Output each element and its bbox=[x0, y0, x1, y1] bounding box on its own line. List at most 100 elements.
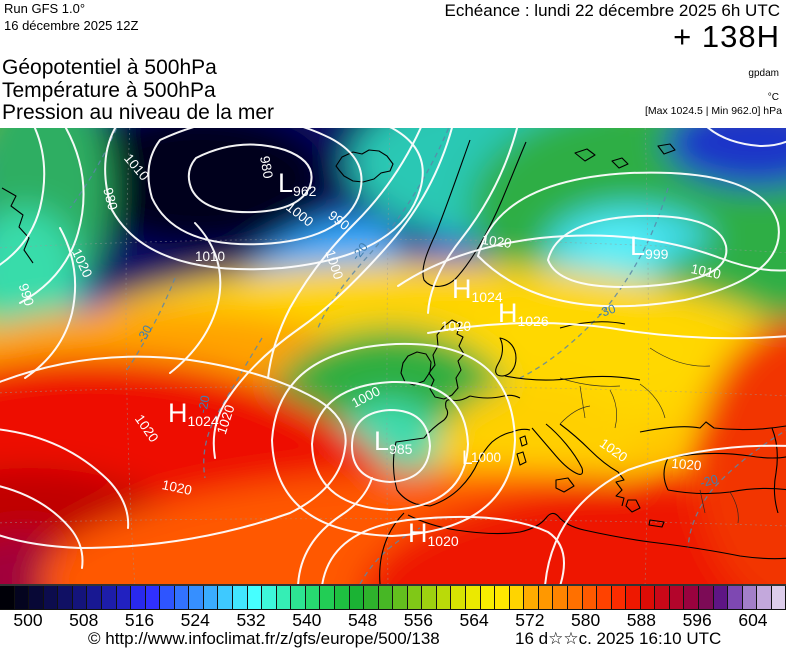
colorbar-cell bbox=[480, 586, 496, 610]
colorbar-cell bbox=[407, 586, 423, 610]
colorbar-cell bbox=[567, 586, 583, 610]
colorbar-cell bbox=[305, 586, 321, 610]
colorbar-tick: 588 bbox=[626, 610, 657, 630]
colorbar-cell bbox=[436, 586, 452, 610]
param-geopotential: Géopotentiel à 500hPa bbox=[2, 56, 217, 79]
isobar-value-label: 1010 bbox=[195, 249, 225, 264]
colorbar-tick: 500 bbox=[13, 610, 43, 630]
colorbar-tick: 564 bbox=[459, 610, 489, 630]
pressure-center-label: H1024 bbox=[168, 398, 219, 429]
colorbar-cell bbox=[699, 586, 714, 610]
colorbar-cell bbox=[14, 586, 30, 610]
colorbar-cell bbox=[218, 586, 233, 610]
colorbar-cell bbox=[247, 586, 263, 610]
colorbar-tick: 516 bbox=[124, 610, 155, 630]
isobar-value-label: 980 bbox=[257, 155, 276, 180]
colorbar-tick: 532 bbox=[236, 610, 266, 630]
colorbar-cell bbox=[349, 586, 365, 610]
colorbar-tick: 556 bbox=[403, 610, 433, 630]
isotherm-value-label: -20 bbox=[196, 394, 213, 414]
pressure-center-label: L962 bbox=[278, 168, 317, 199]
param-temperature: Température à 500hPa bbox=[2, 78, 216, 102]
colorbar-cell bbox=[757, 586, 772, 610]
colorbar-cell bbox=[58, 586, 73, 610]
colorbar-cell bbox=[495, 586, 510, 610]
colorbar-tick: 540 bbox=[292, 610, 322, 630]
colorbar-tick: 596 bbox=[682, 610, 712, 630]
colorbar-cell bbox=[116, 586, 132, 610]
colorbar-cell bbox=[524, 586, 539, 610]
colorbar-cell bbox=[43, 586, 59, 610]
pressure-center-label: L999 bbox=[630, 231, 669, 262]
colorbar-cell bbox=[145, 586, 161, 610]
colorbar-cell bbox=[72, 586, 88, 610]
colorbar-cell bbox=[262, 586, 277, 610]
colorbar-cell bbox=[553, 586, 568, 610]
param-mslp: Pression au niveau de la mer bbox=[2, 101, 274, 125]
parameter-list: Géopotentiel à 500hPa Température à 500h… bbox=[2, 56, 274, 125]
colorbar-cell bbox=[131, 586, 146, 610]
colorbar-cell bbox=[655, 586, 670, 610]
run-date: 16 décembre 2025 12Z bbox=[4, 17, 139, 33]
run-model: Run GFS 1.0° bbox=[4, 1, 86, 16]
colorbar-cell bbox=[422, 586, 437, 610]
colorbar-tick: 580 bbox=[571, 610, 601, 630]
colorbar-cell bbox=[640, 586, 656, 610]
pressure-center-label: L bbox=[462, 448, 473, 469]
source-url: © http://www.infoclimat.fr/z/gfs/europe/… bbox=[88, 629, 440, 648]
colorbar-cell bbox=[320, 586, 335, 610]
colorbar-cell bbox=[509, 586, 525, 610]
colorbar-cell bbox=[233, 586, 248, 610]
colorbar-cell bbox=[393, 586, 408, 610]
colorbar-cell bbox=[597, 586, 612, 610]
isotherms bbox=[69, 128, 786, 584]
isotherm-value-label: -20 bbox=[698, 472, 719, 490]
pressure-center-label: H1020 bbox=[408, 518, 459, 549]
isobar-value-label: 1020 bbox=[671, 456, 702, 474]
colorbar-cell bbox=[276, 586, 292, 610]
colorbar-tick: 572 bbox=[515, 610, 545, 630]
colorbar-cell bbox=[684, 586, 699, 610]
isobar-value-label: 1020 bbox=[161, 477, 194, 498]
colorbar-cell bbox=[742, 586, 758, 610]
colorbar-tick: 524 bbox=[180, 610, 210, 630]
unit-geopotential: gpdam bbox=[748, 68, 779, 79]
colorbar-tick: 548 bbox=[347, 610, 378, 630]
colorbar-tick: 508 bbox=[69, 610, 99, 630]
colorbar-cell bbox=[669, 586, 685, 610]
run-info: Run GFS 1.0° 16 décembre 2025 12Z bbox=[4, 1, 138, 34]
colorbar-tick: 604 bbox=[738, 610, 768, 630]
pressure-range: [Max 1024.5 | Min 962.0] hPa bbox=[645, 105, 782, 117]
map-canvas: -20 -30 -20 -20 -30 1010 980 980 990 1000 990 1000… bbox=[0, 128, 786, 584]
valid-time: Echéance : lundi 22 décembre 2025 6h UTC bbox=[444, 1, 780, 20]
colorbar-cell bbox=[189, 586, 204, 610]
colorbar-cell bbox=[160, 586, 175, 610]
colorbar-cell bbox=[626, 586, 641, 610]
colorbar-cell bbox=[611, 586, 627, 610]
colorbar-cell bbox=[451, 586, 466, 610]
lead-time: + 138H bbox=[673, 19, 780, 54]
unit-temperature: °C bbox=[767, 92, 779, 103]
colorbar-cell bbox=[203, 586, 219, 610]
colorbar-cell bbox=[0, 586, 15, 610]
colorbar-ticks: 500 508 516 524 532 540 548 556 564 572 580 588 596 6… bbox=[0, 610, 786, 632]
isobars bbox=[0, 128, 786, 584]
isobar-value-label: 980 bbox=[100, 186, 120, 212]
colorbar-cell bbox=[582, 586, 598, 610]
isobar-value-label: 1000 bbox=[471, 450, 501, 465]
colorbar-cell bbox=[728, 586, 743, 610]
colorbar-cell bbox=[466, 586, 481, 610]
isotherm-value-label: -30 bbox=[596, 302, 618, 321]
colorbar-cell bbox=[713, 586, 729, 610]
pressure-center-label: H1026 bbox=[498, 298, 549, 329]
temperature-field bbox=[0, 128, 786, 584]
colorbar-cell bbox=[291, 586, 306, 610]
colorbar-cell bbox=[364, 586, 379, 610]
generation-timestamp: 16 d☆☆c. 2025 16:10 UTC bbox=[515, 629, 722, 648]
colorbar bbox=[0, 584, 786, 610]
colorbar-cell bbox=[334, 586, 350, 610]
pressure-center-label: H1024 bbox=[452, 274, 503, 305]
